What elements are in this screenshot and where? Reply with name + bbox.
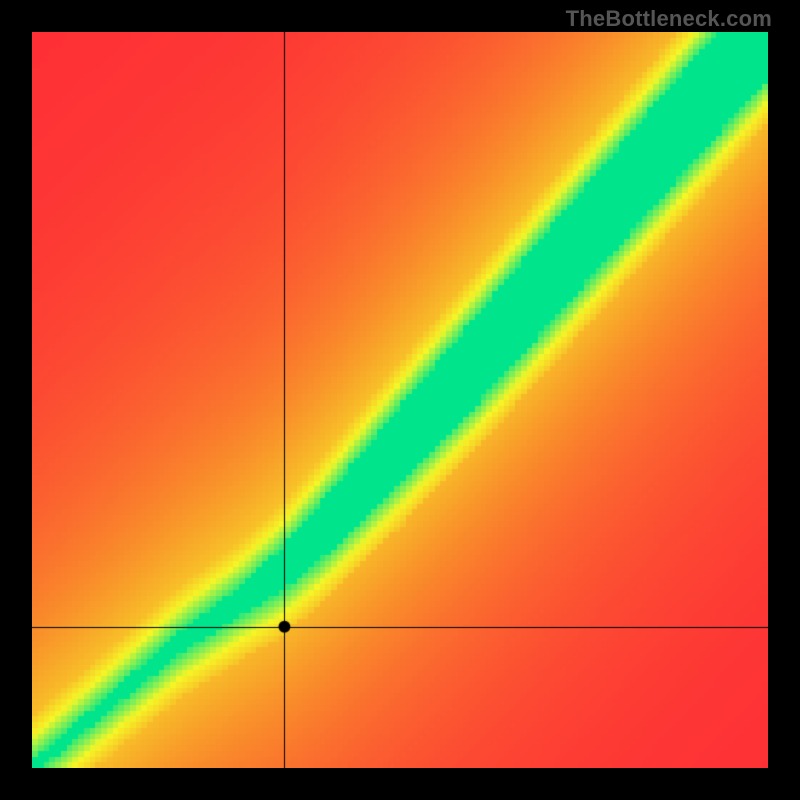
- heatmap-plot-area: [32, 32, 768, 768]
- figure-container: TheBottleneck.com: [0, 0, 800, 800]
- watermark-text: TheBottleneck.com: [566, 6, 772, 32]
- heatmap-canvas: [32, 32, 768, 768]
